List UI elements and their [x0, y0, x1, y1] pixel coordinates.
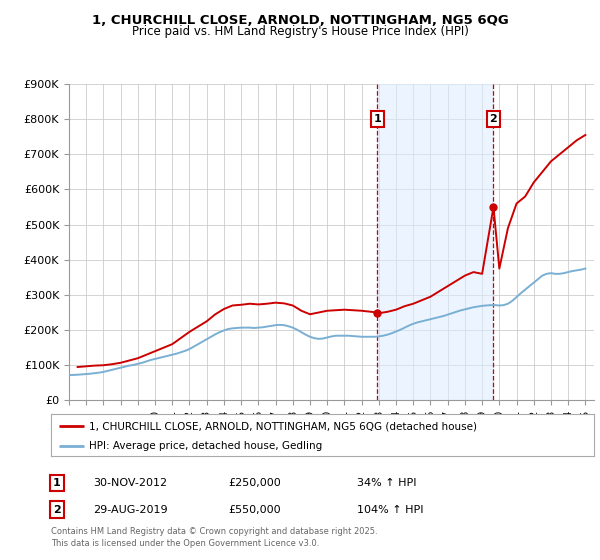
Text: This data is licensed under the Open Government Licence v3.0.: This data is licensed under the Open Gov… — [51, 539, 319, 548]
Text: 34% ↑ HPI: 34% ↑ HPI — [357, 478, 416, 488]
Text: Contains HM Land Registry data © Crown copyright and database right 2025.: Contains HM Land Registry data © Crown c… — [51, 527, 377, 536]
Text: HPI: Average price, detached house, Gedling: HPI: Average price, detached house, Gedl… — [89, 441, 322, 451]
Bar — [377, 84, 493, 400]
Text: £250,000: £250,000 — [228, 478, 281, 488]
Text: 104% ↑ HPI: 104% ↑ HPI — [357, 505, 424, 515]
Text: 1, CHURCHILL CLOSE, ARNOLD, NOTTINGHAM, NG5 6QG: 1, CHURCHILL CLOSE, ARNOLD, NOTTINGHAM, … — [92, 14, 508, 27]
Text: 30-NOV-2012: 30-NOV-2012 — [93, 478, 167, 488]
Text: 1: 1 — [374, 114, 382, 124]
Text: 29-AUG-2019: 29-AUG-2019 — [93, 505, 167, 515]
Text: 2: 2 — [490, 114, 497, 124]
Text: 2: 2 — [53, 505, 61, 515]
Text: 1: 1 — [53, 478, 61, 488]
Text: 1, CHURCHILL CLOSE, ARNOLD, NOTTINGHAM, NG5 6QG (detached house): 1, CHURCHILL CLOSE, ARNOLD, NOTTINGHAM, … — [89, 421, 477, 431]
Text: £550,000: £550,000 — [228, 505, 281, 515]
Text: Price paid vs. HM Land Registry's House Price Index (HPI): Price paid vs. HM Land Registry's House … — [131, 25, 469, 38]
